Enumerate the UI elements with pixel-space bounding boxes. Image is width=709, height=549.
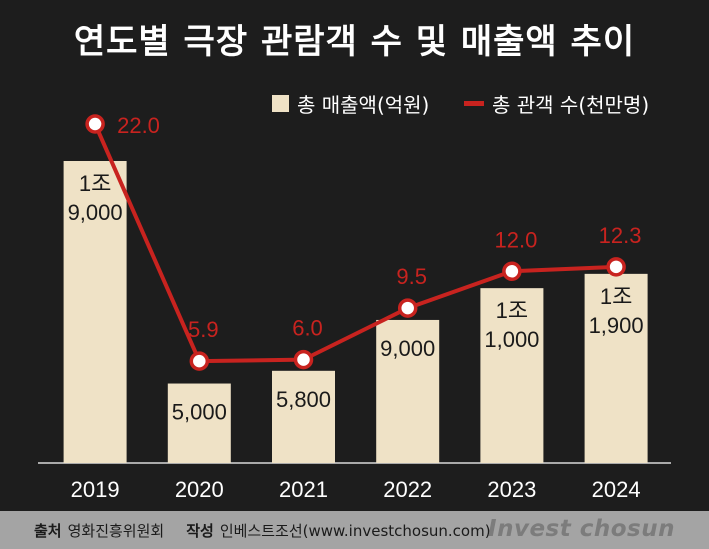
bar-label-2024-0: 1조: [600, 284, 632, 309]
bar-label-2023-0: 1조: [496, 298, 528, 323]
line-marker-2022: [397, 298, 418, 318]
bar-revenue-2023: [480, 288, 544, 463]
bar-revenue-2024: [584, 273, 648, 463]
legend-bar-label: 총 매출액(억원): [297, 93, 430, 117]
bar-revenue-2022: [376, 319, 440, 463]
legend-item-revenue: 총 매출액(억원): [272, 89, 429, 118]
bar-revenue-2021: [272, 370, 335, 463]
line-label-2021: 6.0: [292, 316, 323, 341]
footer: 출처 영화진흥위원회 작성 인베스트조선(www.investchosun.com) …: [0, 511, 709, 549]
line-label-2023: 12.0: [494, 227, 537, 252]
bar-label-2022-0: 9,000: [380, 336, 435, 361]
bar-label-2024-1: 1,900: [589, 313, 644, 338]
line-label-2022: 9.5: [396, 264, 427, 289]
x-tick-2021: 2021: [279, 477, 328, 502]
legend-line-swatch: [464, 101, 484, 106]
legend-bar-swatch: [272, 95, 289, 112]
bar-label-2021-0: 5,800: [276, 387, 331, 412]
bar-revenue-2020: [167, 383, 231, 463]
chart-title: 연도별 극장 관람객 수 및 매출액 추이: [73, 22, 636, 62]
author-value: 인베스트조선(www.investchosun.com): [219, 522, 491, 540]
line-marker-2019: [85, 114, 105, 134]
author-label: 작성: [186, 522, 214, 540]
bar-label-2020-0: 5,000: [172, 400, 227, 425]
bar-revenue-2019: [63, 161, 127, 463]
x-tick-2023: 2023: [487, 477, 536, 502]
legend-item-audience: 총 관객 수(천만명): [464, 89, 649, 118]
legend-line-label: 총 관객 수(천만명): [492, 93, 650, 117]
x-tick-2022: 2022: [383, 477, 432, 502]
x-tick-2024: 2024: [592, 477, 641, 502]
source-label: 출처: [34, 522, 62, 540]
x-tick-2019: 2019: [71, 477, 120, 502]
line-label-2019: 22.0: [117, 113, 160, 138]
x-tick-2020: 2020: [175, 477, 224, 502]
source-value: 영화진흥위원회: [67, 522, 165, 540]
bar-label-2019-0: 1조: [79, 171, 111, 196]
line-label-2024: 12.3: [599, 223, 642, 248]
line-label-2020: 5.9: [188, 317, 219, 342]
line-marker-2021: [293, 349, 314, 370]
combo-chart: 1조 9,000 5,000 5,800 9,000 1조 1,000 1조 1,900 22.0…: [38, 113, 671, 502]
line-marker-2020: [189, 351, 210, 371]
line-marker-2024: [606, 257, 626, 277]
line-audience: [93, 123, 617, 364]
bar-label-2023-1: 1,000: [484, 327, 539, 352]
footer-credits: 출처 영화진흥위원회 작성 인베스트조선(www.investchosun.com): [34, 520, 491, 541]
line-marker-2023: [502, 261, 522, 282]
brand-logo: Invest chosun: [488, 516, 675, 542]
bar-label-2019-1: 9,000: [68, 200, 123, 225]
